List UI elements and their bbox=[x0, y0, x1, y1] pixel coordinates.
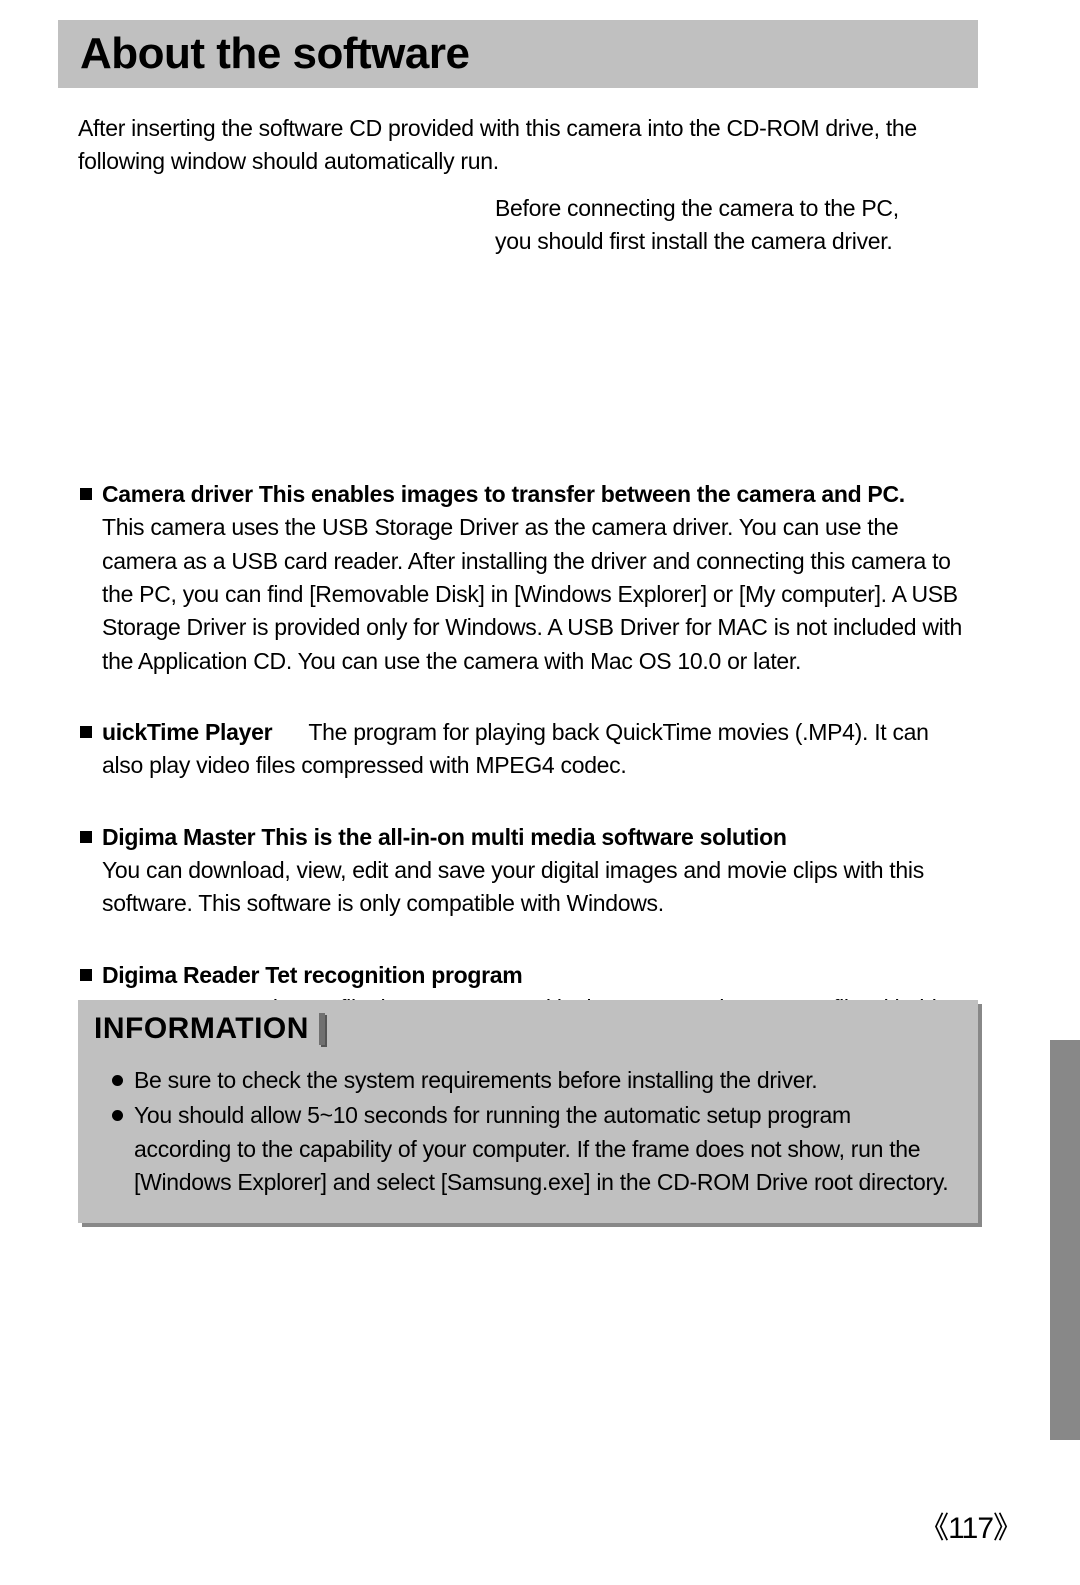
info-title: INFORMATION bbox=[94, 1012, 309, 1046]
right-note: Before connecting the camera to the PC, … bbox=[495, 192, 935, 259]
bullet-heading: Camera driver This enables images to tra… bbox=[102, 481, 905, 507]
info-item: Be sure to check the system requirements… bbox=[112, 1064, 952, 1097]
info-title-bar-icon bbox=[319, 1013, 325, 1045]
bullet-gap bbox=[272, 719, 308, 745]
information-box: INFORMATION Be sure to check the system … bbox=[78, 1000, 978, 1223]
intro-paragraph: After inserting the software CD provided… bbox=[78, 112, 968, 179]
side-tab-right bbox=[1050, 1040, 1080, 1440]
bullet-quicktime: uickTime Player The program for playing … bbox=[78, 716, 968, 783]
info-title-wrap: INFORMATION bbox=[78, 1000, 978, 1054]
bullet-camera-driver: Camera driver This enables images to tra… bbox=[78, 478, 968, 678]
bullet-heading: uickTime Player bbox=[102, 719, 272, 745]
bullet-body: You can download, view, edit and save yo… bbox=[102, 857, 924, 916]
page-number: 《117》 bbox=[919, 1503, 1022, 1547]
bullet-heading: Digima Reader Tet recognition program bbox=[102, 962, 522, 988]
bullet-heading: Digima Master This is the all-in-on mult… bbox=[102, 824, 787, 850]
page-title: About the software bbox=[80, 29, 469, 79]
title-bar: About the software bbox=[58, 20, 978, 88]
info-item: You should allow 5~10 seconds for runnin… bbox=[112, 1099, 952, 1199]
bullet-body: This camera uses the USB Storage Driver … bbox=[102, 514, 962, 673]
info-list: Be sure to check the system requirements… bbox=[78, 1054, 978, 1199]
bullet-digimax-master: Digima Master This is the all-in-on mult… bbox=[78, 821, 968, 921]
